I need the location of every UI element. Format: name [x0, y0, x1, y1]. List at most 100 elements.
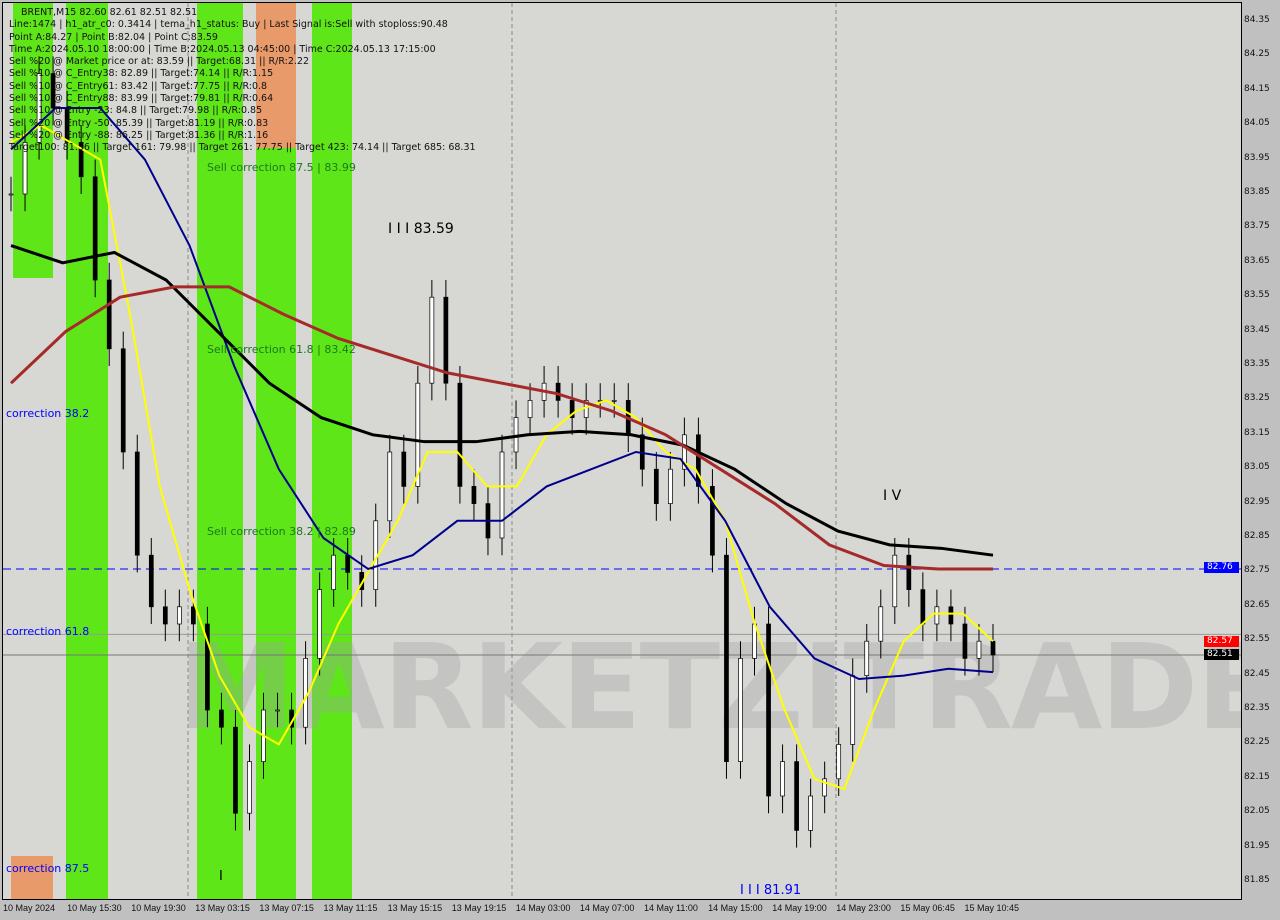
candle: [667, 468, 673, 504]
info-line: Point A:84.27 | Point B:82.04 | Point C:…: [9, 31, 218, 43]
candle: [738, 658, 743, 762]
candle: [317, 589, 322, 659]
info-line: Sell %10 @ C_Entry88: 83.99 || Target:79…: [9, 93, 274, 105]
candle: [555, 382, 561, 401]
candle: [162, 606, 168, 625]
candle: [457, 382, 463, 487]
candle: [822, 778, 828, 797]
candle: [766, 623, 771, 797]
candle: [934, 606, 940, 625]
info-line: Sell %20 @ Entry -50: 85.39 || Target:81…: [9, 117, 269, 129]
candle: [920, 589, 926, 625]
y-tick-label: 84.15: [1244, 83, 1270, 94]
candle: [780, 761, 785, 797]
price-chart: [3, 56, 1241, 848]
candle: [794, 761, 799, 831]
price-tag-blue: 82.76: [1204, 562, 1239, 573]
candle: [808, 795, 813, 831]
candle: [191, 606, 196, 625]
info-line: Line:1474 | h1_atr_c0: 0.3414 | tema_h1_…: [9, 19, 448, 31]
candle: [219, 709, 224, 728]
x-tick-label: 14 May 15:00: [708, 903, 763, 913]
info-line: Sell %10 @ C_Entry61: 83.42 || Target:77…: [9, 80, 268, 92]
candle: [864, 640, 870, 676]
x-tick-label: 15 May 06:45: [900, 903, 955, 913]
candle: [682, 434, 687, 470]
candle: [120, 348, 126, 453]
sell-correction-382: Sell correction 38.2 | 82.89: [207, 525, 356, 538]
candle: [233, 726, 238, 814]
y-tick-label: 83.55: [1244, 290, 1270, 301]
candle: [22, 142, 28, 195]
x-tick-label: 14 May 07:00: [579, 903, 635, 913]
y-tick-label: 82.65: [1244, 599, 1270, 610]
y-tick-label: 83.95: [1244, 152, 1270, 163]
candle: [247, 761, 252, 814]
y-tick-label: 82.75: [1244, 565, 1270, 576]
info-line: Sell %20 @ Market price or at: 83.59 || …: [9, 56, 310, 68]
x-tick-label: 10 May 2024: [3, 903, 56, 913]
y-tick-label: 82.45: [1244, 668, 1270, 679]
candle: [401, 451, 407, 487]
candle: [527, 400, 533, 418]
x-tick-label: 14 May 19:00: [772, 903, 827, 913]
x-tick-label: 10 May 15:30: [67, 903, 122, 913]
zone-layer: [11, 3, 837, 899]
y-tick-label: 84.25: [1244, 49, 1270, 60]
plot-area[interactable]: MARKETZITRADE BRENT,M15 82.60 82.61 82.5…: [2, 2, 1242, 900]
wave-iii-top: I I I 83.59: [388, 221, 454, 237]
candle: [134, 451, 140, 556]
candle: [990, 640, 996, 656]
correction-382: correction 38.2: [6, 407, 90, 420]
candle: [948, 606, 954, 625]
sell-correction-618: Sell correction 61.8 | 83.42: [207, 343, 356, 356]
y-tick-label: 83.85: [1244, 187, 1270, 197]
x-tick-label: 13 May 07:15: [259, 903, 314, 913]
ma-line-3: [9, 285, 993, 571]
x-tick-label: 14 May 03:00: [515, 903, 571, 913]
candle: [878, 606, 884, 642]
candle: [176, 606, 182, 625]
y-tick-label: 82.55: [1244, 634, 1270, 645]
y-tick-label: 82.85: [1244, 531, 1270, 541]
y-tick-label: 83.25: [1244, 393, 1270, 404]
signal-zone: [256, 148, 296, 899]
candle: [696, 434, 701, 487]
candle: [275, 709, 280, 712]
candle: [850, 675, 856, 745]
signal-zone: [256, 3, 296, 148]
candle: [415, 382, 421, 487]
candle: [710, 486, 715, 556]
candle: [836, 744, 842, 780]
y-tick-label: 83.35: [1244, 359, 1270, 369]
x-tick-label: 15 May 10:45: [964, 903, 1020, 913]
candle: [724, 554, 729, 762]
x-tick-label: 13 May 11:15: [323, 903, 378, 913]
sell-correction-875: Sell correction 87.5 | 83.99: [207, 161, 356, 174]
signal-zone: [11, 856, 53, 899]
y-tick-label: 81.95: [1244, 840, 1270, 851]
candle: [50, 73, 56, 109]
price-tag-bid: 82.51: [1204, 649, 1239, 660]
y-tick-label: 82.35: [1244, 703, 1270, 713]
candle: [499, 451, 505, 539]
candle: [345, 554, 351, 573]
candle: [892, 554, 898, 608]
symbol-line: BRENT,M15 82.60 82.61 82.51 82.51: [21, 7, 198, 18]
y-tick-label: 84.05: [1244, 118, 1270, 129]
info-line: Target100: 81.36 || Target 161: 79.98 ||…: [9, 142, 476, 154]
candle: [78, 142, 84, 178]
y-tick-label: 83.65: [1244, 255, 1270, 266]
y-tick-label: 83.15: [1244, 427, 1270, 438]
candle: [976, 640, 982, 659]
x-tick-label: 10 May 19:30: [131, 903, 186, 913]
y-tick-label: 83.75: [1244, 221, 1270, 232]
y-tick-label: 84.35: [1244, 15, 1270, 25]
price-tag-red: 82.57: [1204, 636, 1239, 647]
candle: [8, 193, 14, 196]
x-tick-label: 13 May 19:15: [451, 903, 507, 913]
y-tick-label: 83.45: [1244, 324, 1270, 335]
y-tick-label: 83.05: [1244, 462, 1270, 473]
y-tick-label: 82.05: [1244, 806, 1270, 817]
candle: [962, 623, 968, 659]
